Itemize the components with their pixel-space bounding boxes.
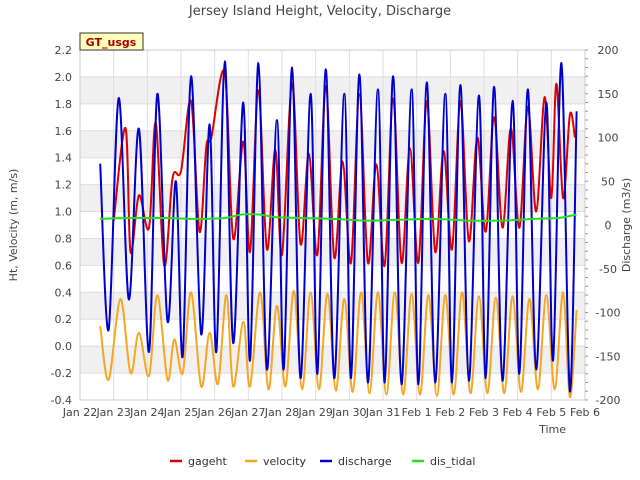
series-layer <box>99 60 578 399</box>
y-tick-right-label: 200 <box>598 44 619 57</box>
x-tick-label: Jan 26 <box>196 406 231 419</box>
y-tick-right-label: -150 <box>596 350 621 363</box>
y-tick-left-label: 0.4 <box>55 286 73 299</box>
y-tick-left-label: 1.8 <box>55 98 73 111</box>
y-tick-left-label: 0.8 <box>55 232 73 245</box>
grid-band <box>80 76 585 104</box>
x-axis-label: Time <box>538 423 566 436</box>
y-tick-left-label: 2.0 <box>55 71 73 84</box>
x-tick-label: Jan 29 <box>297 406 332 419</box>
y-tick-left-label: -0.2 <box>51 367 72 380</box>
x-tick-label: Feb 3 <box>469 406 499 419</box>
y-tick-right-label: 50 <box>601 175 615 188</box>
y-axis-right-ticks: -200 -150 -100 -50 0 50 100 150 200 <box>585 44 620 407</box>
chart-title: Jersey Island Height, Velocity, Discharg… <box>188 4 451 19</box>
x-axis-ticks: Jan 22 Jan 23 Jan 24 Jan 25 Jan 26 Jan 27 Jan … <box>62 406 600 419</box>
series-discharge-line <box>99 60 578 393</box>
x-tick-label: Feb 6 <box>570 406 600 419</box>
x-tick-label: Jan 24 <box>129 406 164 419</box>
y-tick-left-label: 1.6 <box>55 125 73 138</box>
x-tick-label: Feb 4 <box>503 406 533 419</box>
badge-box <box>79 32 144 51</box>
series-velocity-line <box>99 289 578 399</box>
legend-label-discharge: discharge <box>338 455 392 468</box>
y-axis-left-ticks: -0.4 -0.2 0.0 0.2 0.4 0.6 0.8 1.0 1.2 1.4 1.6 1.8 2.… <box>51 44 72 407</box>
badge-label: GT_usgs <box>86 36 137 49</box>
y-tick-right-label: -100 <box>596 307 621 320</box>
y-tick-right-label: 0 <box>605 219 612 232</box>
legend-label-velocity: velocity <box>263 455 306 468</box>
y-tick-left-label: 2.2 <box>55 44 73 57</box>
y-tick-left-label: 1.2 <box>55 179 73 192</box>
x-tick-label: Jan 25 <box>163 406 198 419</box>
x-tick-label: Jan 27 <box>230 406 265 419</box>
x-tick-label: Feb 1 <box>402 406 432 419</box>
x-tick-label: Jan 28 <box>264 406 299 419</box>
y-tick-right-label: 100 <box>598 132 619 145</box>
x-tick-label: Jan 30 <box>331 406 366 419</box>
y-tick-left-label: -0.4 <box>51 394 72 407</box>
x-tick-label: Feb 2 <box>435 406 465 419</box>
x-tick-label: Jan 23 <box>95 406 130 419</box>
series-gageht-line <box>112 69 576 267</box>
x-tick-label: Jan 22 <box>62 406 97 419</box>
y-tick-left-label: 0.6 <box>55 259 73 272</box>
x-tick-label: Feb 5 <box>536 406 566 419</box>
y-axis-right-label: Discharge (m3/s) <box>620 178 633 272</box>
y-tick-left-label: 1.4 <box>55 152 73 165</box>
y-tick-left-label: 1.0 <box>55 206 73 219</box>
series-dis_tidal-line <box>100 213 577 222</box>
y-tick-right-label: 150 <box>598 88 619 101</box>
y-axis-left-label: Ht, Velocity (m, m/s) <box>7 169 20 282</box>
badge: GT_usgs <box>79 32 144 51</box>
y-tick-left-label: 0.2 <box>55 313 73 326</box>
x-tick-label: Jan 31 <box>365 406 400 419</box>
y-tick-left-label: 0.0 <box>55 340 73 353</box>
legend-label-dis_tidal: dis_tidal <box>430 455 475 468</box>
legend: gageht velocity discharge dis_tidal <box>170 455 475 468</box>
legend-label-gageht: gageht <box>188 455 227 468</box>
grid-band <box>80 130 585 158</box>
y-tick-right-label: -200 <box>596 394 621 407</box>
y-tick-right-label: -50 <box>599 263 617 276</box>
